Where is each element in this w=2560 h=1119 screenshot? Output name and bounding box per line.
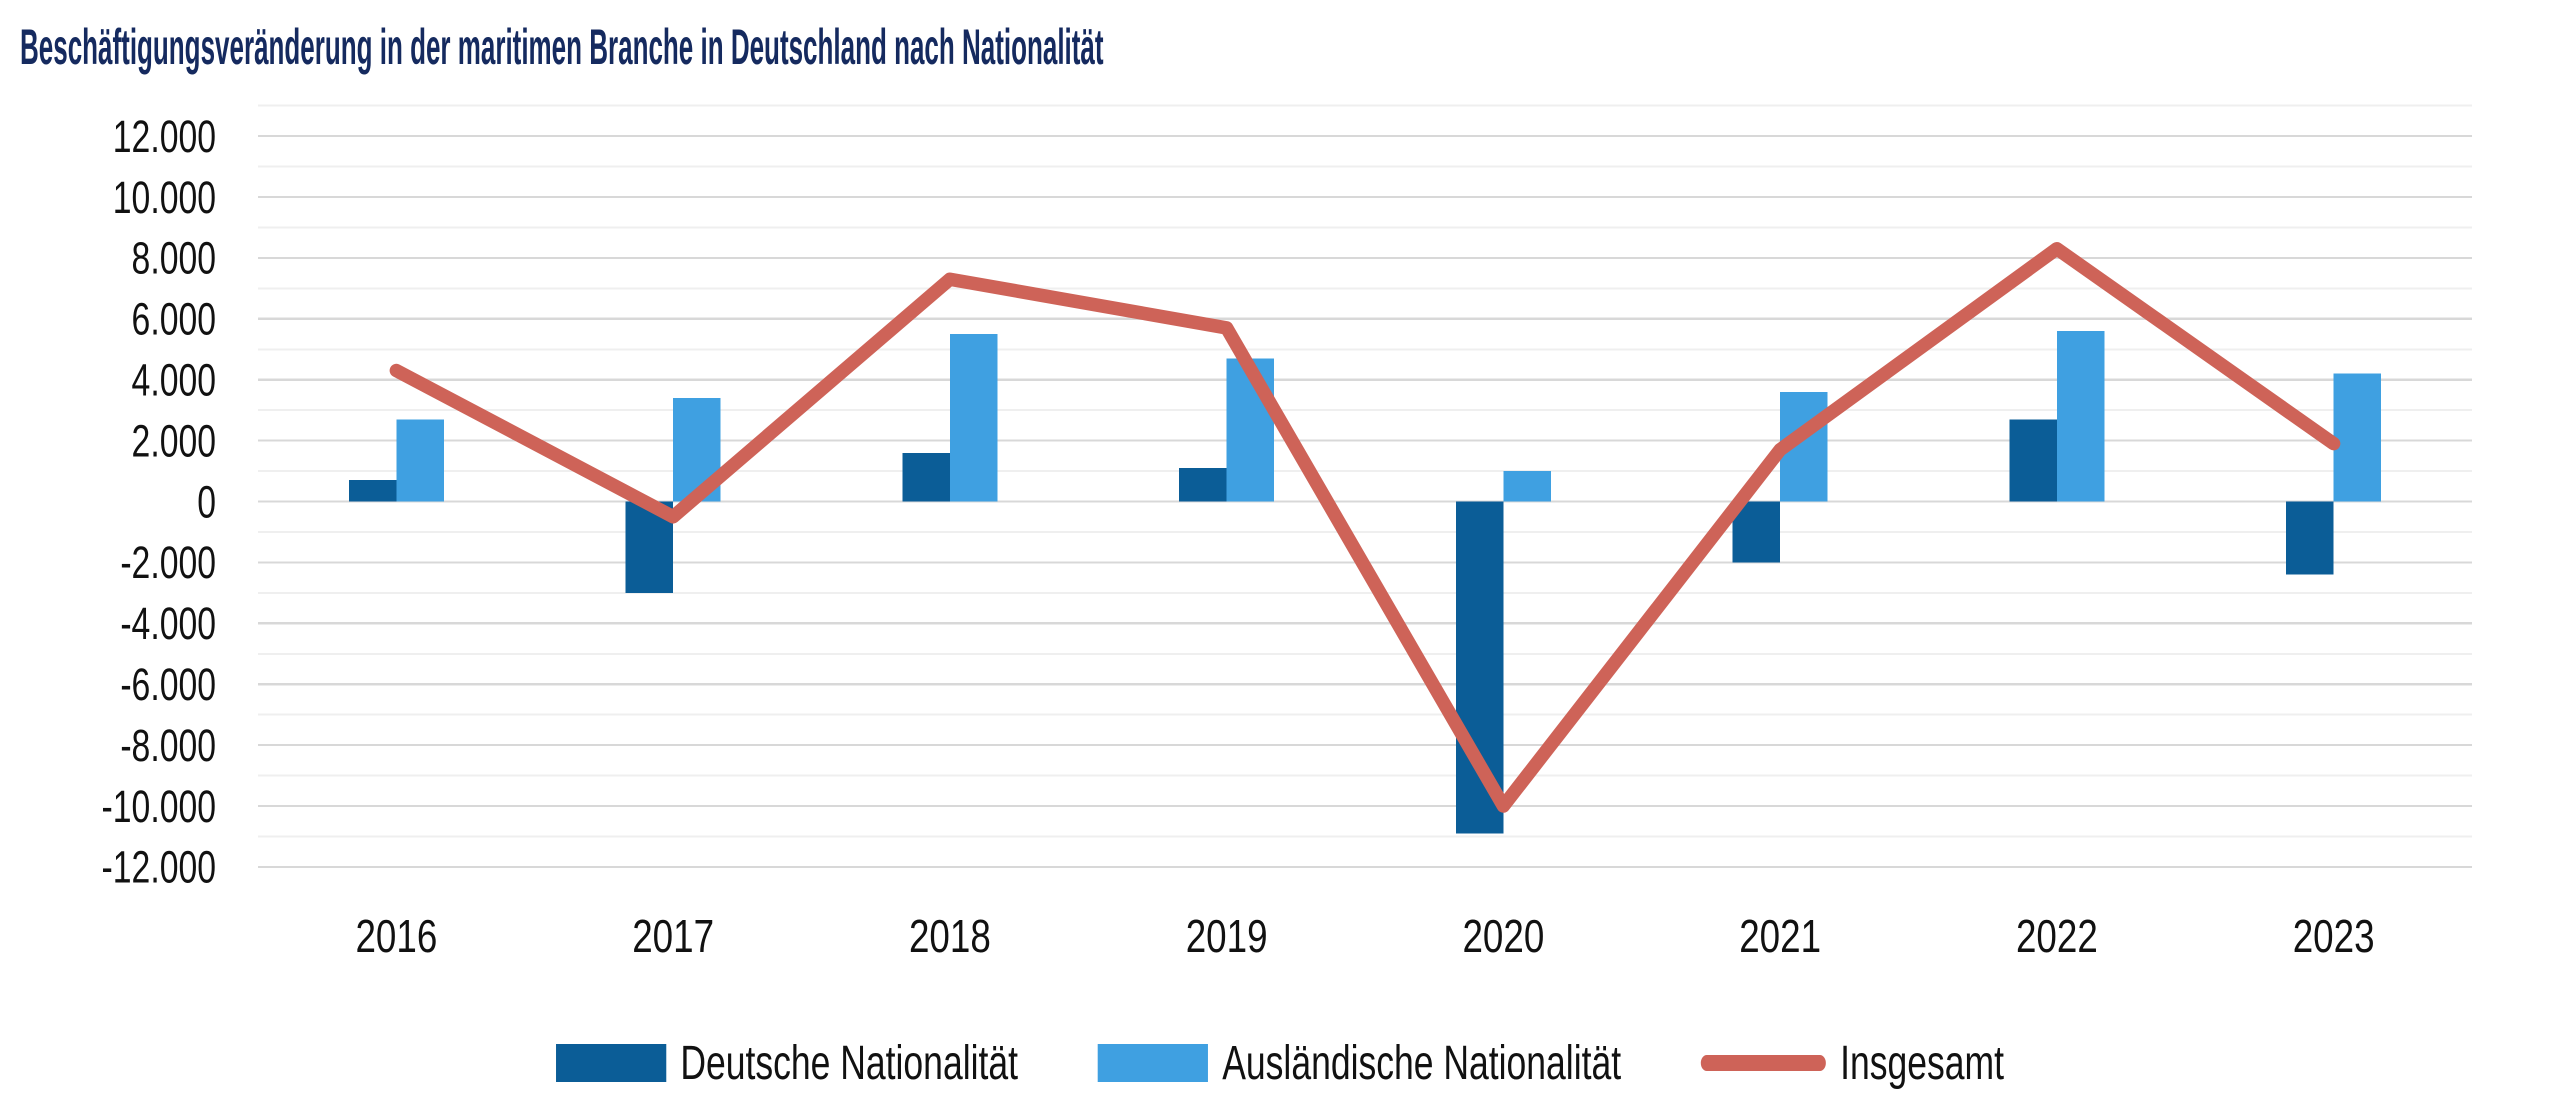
x-label-2019: 2019 (1186, 910, 1268, 962)
bar-deutsche-2018 (902, 452, 950, 502)
bars-deutsche (348, 419, 2334, 834)
y-axis-labels: 12.000 10.000 8.000 6.000 4.000 2.000 0 -2.000 -… (102, 112, 216, 893)
bar-auslaendische-2018 (949, 334, 998, 502)
x-label-2020: 2020 (1462, 910, 1544, 962)
x-label-2021: 2021 (1739, 910, 1821, 962)
legend-swatch-insgesamt-line (1700, 1055, 1827, 1071)
y-label-0: 0 (197, 478, 216, 528)
bar-deutsche-2016 (348, 480, 397, 502)
gridlines (258, 104, 2472, 869)
y-label--4000: -4.000 (120, 599, 216, 649)
legend-label-auslaendische: Ausländische Nationalität (1222, 1036, 1622, 1090)
insgesamt-line (389, 242, 2341, 813)
y-label-2000: 2.000 (132, 417, 216, 467)
y-label-4000: 4.000 (132, 356, 216, 406)
legend-swatch-deutsche (556, 1044, 667, 1082)
x-axis-labels: 2016 2017 2018 2019 2020 2021 2022 2023 (355, 910, 2374, 962)
legend-item-deutsche: Deutsche Nationalität (556, 1036, 1018, 1091)
x-label-2022: 2022 (2016, 910, 2098, 962)
legend-label-deutsche: Deutsche Nationalität (680, 1036, 1018, 1090)
bar-deutsche-2022 (2009, 419, 2057, 502)
y-label--6000: -6.000 (120, 660, 216, 710)
bar-auslaendische-2023 (2333, 373, 2382, 502)
bar-deutsche-2019 (1179, 468, 1227, 502)
bar-auslaendische-2020 (1503, 471, 1551, 502)
x-label-2017: 2017 (632, 910, 714, 962)
bar-auslaendische-2022 (2056, 330, 2105, 502)
legend-item-auslaendische: Ausländische Nationalität (1097, 1036, 1622, 1091)
y-label--10000: -10.000 (102, 782, 216, 832)
y-label--12000: -12.000 (102, 843, 216, 893)
bars-auslaendische (396, 330, 2382, 502)
x-label-2023: 2023 (2293, 910, 2375, 962)
chart-title: Beschäftigungsveränderung in der maritim… (20, 19, 1104, 75)
y-label-6000: 6.000 (132, 295, 216, 345)
y-label--2000: -2.000 (120, 539, 216, 589)
legend-item-insgesamt: Insgesamt (1700, 1036, 2004, 1091)
y-label--8000: -8.000 (120, 721, 216, 771)
legend: Deutsche Nationalität Ausländische Natio… (556, 1034, 2004, 1092)
y-label-10000: 10.000 (113, 173, 216, 223)
y-label-12000: 12.000 (113, 112, 216, 162)
legend-swatch-auslaendische (1097, 1044, 1209, 1082)
x-label-2018: 2018 (909, 910, 991, 962)
x-label-2016: 2016 (355, 910, 437, 962)
bar-deutsche-2023 (2286, 501, 2334, 575)
legend-label-insgesamt: Insgesamt (1840, 1036, 2004, 1090)
y-label-8000: 8.000 (132, 234, 216, 284)
bar-auslaendische-2016 (396, 419, 444, 502)
